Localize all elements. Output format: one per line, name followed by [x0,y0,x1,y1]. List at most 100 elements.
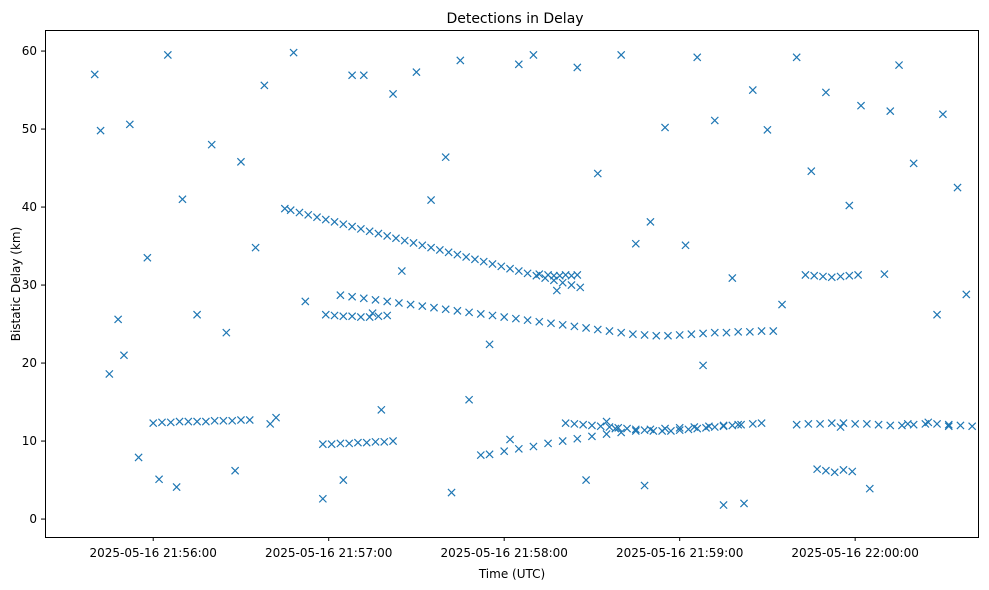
data-point-marker [374,312,383,321]
data-point-marker [178,195,187,204]
data-point-marker [830,468,839,477]
data-point-marker [339,220,348,229]
data-point-marker [193,417,202,426]
data-point-marker [523,269,532,278]
data-point-marker [558,320,567,329]
data-point-marker [125,120,134,129]
data-point-marker [295,208,304,217]
data-point-marker [605,422,614,432]
data-point-marker [854,270,863,279]
data-point-marker [222,328,231,337]
data-point-marker [318,440,327,449]
data-point-marker [321,310,330,319]
data-point-marker [640,481,649,490]
data-point-marker [865,484,874,493]
data-point-marker [699,329,708,338]
data-point-marker [897,421,906,430]
data-point-marker [345,439,354,448]
data-point-marker [266,419,275,428]
data-point-marker [330,311,339,320]
data-point-marker [383,311,392,320]
data-point-marker [155,475,164,484]
data-point-marker [810,271,819,280]
data-point-marker [105,369,114,379]
data-point-marker [558,437,567,446]
data-point-marker [816,419,825,428]
data-point-marker [856,101,866,110]
data-point-marker [614,423,623,432]
data-point-marker [558,278,567,287]
data-point-marker [321,215,330,224]
data-point-marker [286,206,295,215]
data-point-marker [617,50,626,59]
data-point-marker [549,271,558,280]
data-point-marker [646,217,655,226]
data-point-marker [172,483,181,492]
data-point-marker [119,351,128,360]
data-point-marker [874,420,883,429]
data-point-marker [368,309,377,318]
data-point-marker [640,426,649,435]
x-axis-label: Time (UTC) [478,567,545,581]
data-point-marker [769,327,778,336]
data-point-marker [886,107,895,116]
data-point-marker [666,426,675,435]
data-point-marker [389,437,398,446]
data-point-marker [231,466,240,475]
data-point-marker [848,467,857,476]
data-point-marker [485,340,494,349]
data-point-marker [330,217,339,226]
data-point-marker [582,323,591,332]
y-tick-label: 10 [22,434,37,448]
data-point-marker [406,300,415,309]
data-point-marker [836,272,845,281]
data-point-marker [851,419,860,428]
data-point-marker [573,63,582,72]
data-point-marker [506,264,515,273]
data-point-marker [757,419,766,428]
data-point-marker [383,231,392,240]
data-point-marker [348,222,357,231]
x-tick-label: 2025-05-16 21:58:00 [440,546,567,560]
data-point-marker [880,270,889,279]
data-point-marker [962,290,971,299]
data-point-marker [719,500,728,510]
data-point-marker [748,419,757,428]
data-point-marker [462,252,471,262]
data-point-marker [134,453,143,462]
data-point-marker [719,422,728,431]
data-point-marker [184,417,193,426]
data-point-marker [611,424,620,433]
data-marks [90,48,977,510]
data-point-marker [748,86,757,95]
data-point-marker [587,421,596,430]
data-point-marker [383,297,392,306]
data-point-marker [886,421,895,430]
data-point-marker [602,430,611,439]
data-point-marker [193,310,202,319]
data-point-marker [429,303,439,312]
data-point-marker [418,241,427,250]
data-point-marker [710,328,719,337]
data-point-marker [236,415,245,425]
data-point-marker [649,426,658,435]
data-point-marker [623,424,632,433]
data-point-marker [371,295,380,304]
data-point-marker [845,271,854,280]
data-point-marker [514,60,523,69]
data-point-marker [821,88,830,97]
data-point-marker [456,56,465,65]
data-point-marker [427,243,436,252]
data-point-marker [353,438,362,447]
data-point-marker [573,434,582,443]
data-point-marker [944,420,953,429]
data-point-marker [327,440,336,449]
data-point-marker [862,419,871,428]
data-point-marker [389,89,398,98]
data-point-marker [380,437,389,446]
data-point-marker [710,116,719,125]
data-point-marker [728,421,737,430]
data-point-marker [587,432,596,441]
data-point-marker [447,488,456,497]
data-point-marker [453,250,462,259]
